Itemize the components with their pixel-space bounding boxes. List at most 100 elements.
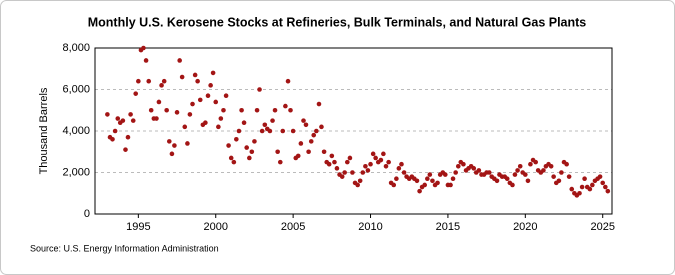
y-tick-label: 6,000 [62,83,90,95]
data-point [295,153,301,159]
data-point [548,163,554,169]
data-point [290,128,296,134]
data-point [182,124,188,130]
data-point [254,107,260,113]
data-point [275,149,280,155]
data-point [414,178,420,184]
data-point [510,182,515,188]
data-point [316,101,322,107]
data-point [133,91,139,96]
x-tick-label: 2010 [358,221,382,233]
data-point [321,149,327,155]
data-point [334,166,340,171]
data-point [277,159,283,165]
data-point [244,145,249,150]
data-point [597,174,603,179]
data-point [241,120,247,125]
data-point [267,128,273,134]
data-point [368,161,373,167]
data-point [301,118,306,123]
data-point [205,93,211,99]
x-tick-label: 2000 [203,221,227,233]
data-point [455,163,461,169]
data-point [311,132,317,138]
data-point [566,174,572,179]
data-point [218,116,224,121]
y-tick-label: 4,000 [62,125,90,137]
data-point [386,159,391,165]
data-point [582,176,587,182]
x-tick-label: 2025 [590,221,614,233]
data-point [203,120,208,125]
data-point [169,151,175,157]
data-point [461,161,466,167]
y-tick-label: 2,000 [62,166,90,178]
data-point [347,155,353,161]
data-point [177,58,182,63]
data-point [239,107,244,113]
data-point [345,159,350,165]
data-point [112,128,118,134]
data-point [579,184,585,190]
data-point [357,178,363,184]
data-point [564,161,569,167]
data-point [195,78,200,84]
data-point [363,163,368,169]
data-point [159,83,164,88]
data-point [329,153,335,159]
data-point [332,159,337,165]
plot-area [94,47,613,215]
data-point [164,107,169,113]
data-point [523,172,528,177]
data-point [226,143,231,148]
x-tick-label: 1995 [126,221,150,233]
data-point [383,163,389,169]
data-point [448,182,453,188]
data-point [115,116,121,121]
data-point [314,128,319,134]
data-point [515,168,520,173]
data-point [148,107,154,113]
data-point [154,116,159,121]
data-point [123,147,128,152]
data-point [401,170,407,175]
data-point [378,157,384,163]
data-point [427,172,433,177]
data-point [136,78,141,84]
data-point [187,112,193,117]
data-point [517,163,523,169]
data-point [285,78,291,84]
data-point [259,128,265,134]
data-point [350,170,355,175]
data-point [197,97,203,103]
data-point [425,176,430,182]
data-point [249,149,255,155]
data-point [216,124,221,130]
data-point [172,143,177,148]
data-point [541,168,546,173]
data-point [435,180,440,186]
data-point [417,188,422,194]
data-point [590,182,595,188]
chart-title: Monthly U.S. Kerosene Stocks at Refineri… [88,15,587,29]
data-point [190,101,195,107]
data-point [453,170,458,175]
data-point [185,141,190,146]
data-point [252,139,257,144]
data-point [128,112,133,117]
data-point [486,170,492,175]
data-point [221,107,226,113]
data-point [105,112,110,117]
data-point [339,174,345,179]
data-point [360,170,366,175]
data-point [208,83,213,88]
x-tick-label: 2015 [436,221,460,233]
data-point [394,176,399,182]
data-point [370,151,376,157]
y-tick-label: 0 [84,208,90,220]
data-point [270,118,275,123]
data-point [365,168,371,173]
x-tick-label: 2020 [513,221,537,233]
